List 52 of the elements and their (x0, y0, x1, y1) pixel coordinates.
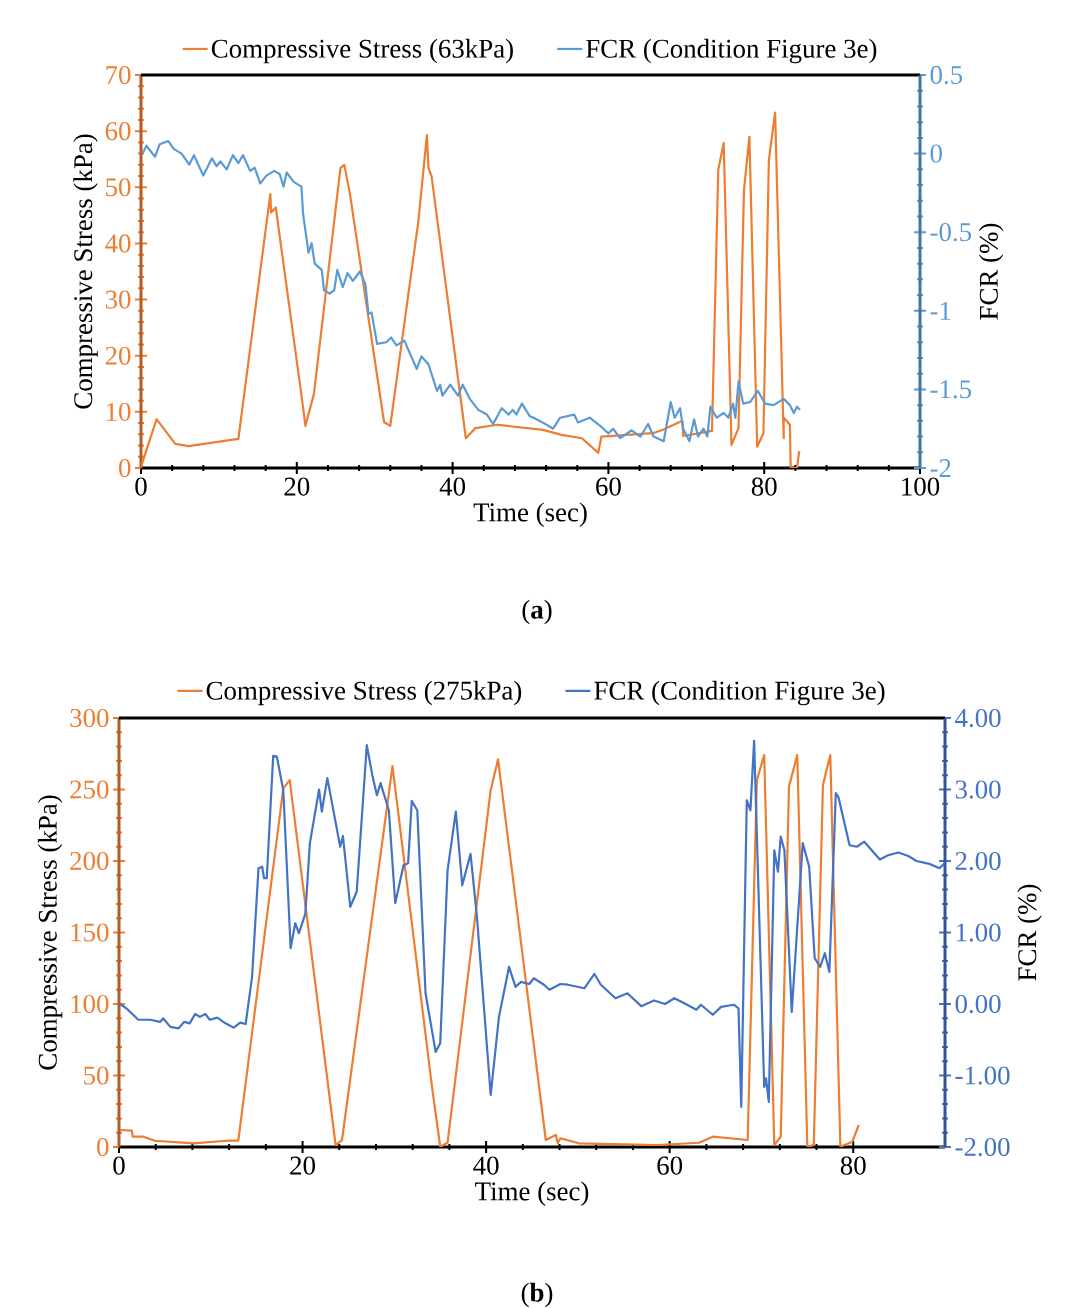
y2-axis-title: FCR (%) (1017, 884, 1042, 981)
y-tick-label: 150 (71, 923, 109, 942)
y2-tick-label: 4.00 (955, 708, 1001, 728)
text: (a) (522, 599, 552, 625)
line-series (141, 139, 802, 443)
x-tick-label: 0 (135, 477, 147, 496)
y2-tick-label: -2 (930, 459, 951, 477)
legend-label: Compressive Stress (275kPa) (206, 680, 522, 706)
y-tick-label: 50 (106, 178, 131, 197)
y-tick-label: 300 (70, 708, 109, 728)
y-tick-label: 60 (105, 122, 131, 141)
y2-tick-label: -1.00 (955, 1066, 1010, 1085)
y2-tick-label: -1.5 (930, 380, 972, 399)
legend-label: FCR (Condition Figure 3e) (586, 38, 877, 64)
x-tick-label: 80 (751, 477, 777, 496)
y-tick-label: 10 (106, 402, 131, 421)
y-tick-label: 30 (105, 290, 131, 309)
x-tick-label: 100 (902, 477, 940, 496)
y-tick-label: 70 (106, 65, 131, 85)
y-tick-label: 0 (97, 1137, 109, 1157)
y2-tick-label: 0.5 (930, 65, 963, 85)
y-tick-label: 50 (84, 1066, 109, 1085)
x-tick-label: 20 (284, 477, 310, 496)
legend-label: FCR (Condition Figure 3e) (594, 680, 885, 706)
y-axis-title: Compressive Stress (kPa) (73, 134, 98, 409)
x-tick-label: 60 (596, 477, 621, 496)
y2-tick-label: 0 (930, 144, 942, 163)
line-series (141, 111, 801, 469)
y-tick-label: 100 (71, 994, 109, 1014)
y2-axis-title: FCR (%) (978, 223, 1004, 320)
x-tick-label: 20 (290, 1156, 315, 1175)
y2-tick-label: -0.5 (930, 223, 972, 242)
y-tick-label: 20 (105, 346, 131, 365)
y2-tick-label: 0.00 (955, 994, 1001, 1014)
y2-tick-label: 2.00 (955, 851, 1001, 871)
text: (b) (521, 1282, 553, 1308)
y-tick-label: 40 (105, 234, 131, 253)
y-tick-label: 200 (70, 851, 109, 871)
x-axis-title: Time (sec) (475, 1181, 589, 1206)
y-axis-title: Compressive Stress (kPa) (37, 795, 63, 1070)
y2-tick-label: 1.00 (956, 923, 1001, 942)
x-tick-label: 60 (657, 1156, 683, 1175)
y-tick-label: 0 (119, 458, 131, 478)
y-tick-label: 250 (70, 780, 109, 799)
y2-tick-label: -1 (930, 301, 951, 320)
x-axis-title: Time (sec) (473, 502, 587, 527)
y2-tick-label: -2.00 (955, 1137, 1010, 1157)
y2-tick-label: 3.00 (955, 780, 1001, 799)
legend-label: Compressive Stress (63kPa) (211, 38, 513, 64)
x-tick-label: 40 (439, 477, 466, 496)
x-tick-label: 40 (473, 1156, 499, 1175)
x-tick-label: 80 (840, 1156, 866, 1175)
